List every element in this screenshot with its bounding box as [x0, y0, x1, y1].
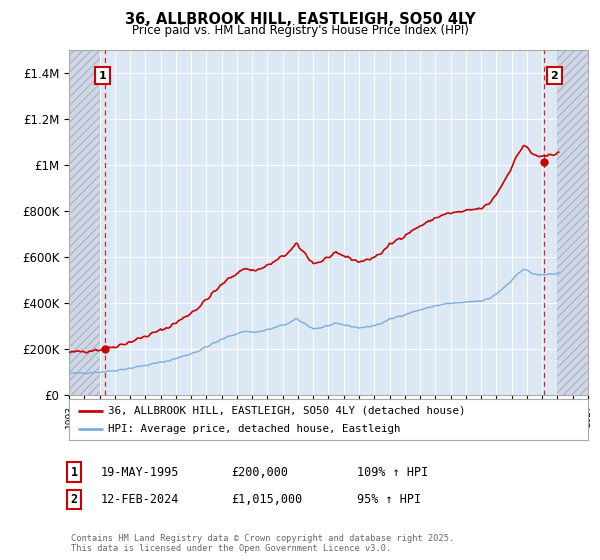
Bar — [69, 50, 100, 395]
Text: 2: 2 — [71, 493, 78, 506]
Text: Contains HM Land Registry data © Crown copyright and database right 2025.
This d: Contains HM Land Registry data © Crown c… — [71, 534, 454, 553]
Bar — [557, 50, 588, 395]
Text: 36, ALLBROOK HILL, EASTLEIGH, SO50 4LY: 36, ALLBROOK HILL, EASTLEIGH, SO50 4LY — [125, 12, 475, 27]
Text: 95% ↑ HPI: 95% ↑ HPI — [357, 493, 421, 506]
Text: Price paid vs. HM Land Registry's House Price Index (HPI): Price paid vs. HM Land Registry's House … — [131, 24, 469, 36]
Text: £1,015,000: £1,015,000 — [231, 493, 302, 506]
Text: 2: 2 — [551, 71, 558, 81]
Text: 19-MAY-1995: 19-MAY-1995 — [101, 465, 179, 479]
Text: 12-FEB-2024: 12-FEB-2024 — [101, 493, 179, 506]
Text: HPI: Average price, detached house, Eastleigh: HPI: Average price, detached house, East… — [108, 424, 400, 434]
Text: 109% ↑ HPI: 109% ↑ HPI — [357, 465, 428, 479]
Text: 1: 1 — [99, 71, 106, 81]
Text: £200,000: £200,000 — [231, 465, 288, 479]
Text: 36, ALLBROOK HILL, EASTLEIGH, SO50 4LY (detached house): 36, ALLBROOK HILL, EASTLEIGH, SO50 4LY (… — [108, 405, 466, 416]
Text: 1: 1 — [71, 465, 78, 479]
